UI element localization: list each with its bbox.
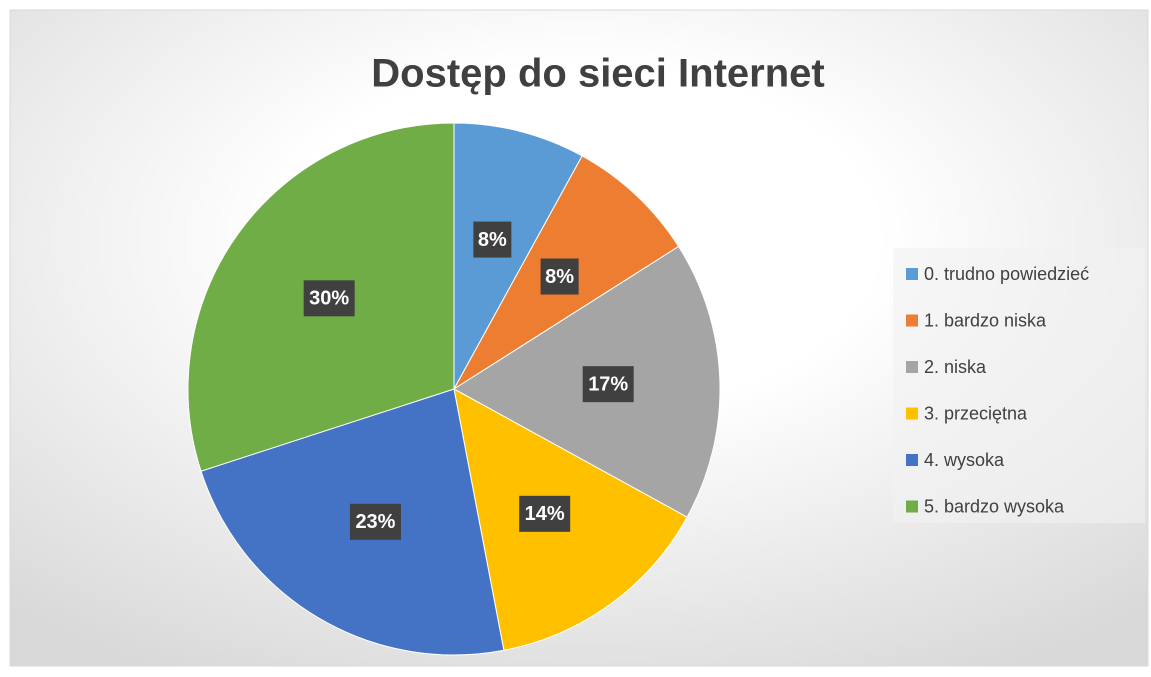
- data-label: 14%: [525, 503, 565, 525]
- pie-slice: [453, 122, 583, 390]
- legend-swatch: [906, 454, 918, 466]
- legend-swatch: [906, 500, 918, 513]
- data-label: 17%: [588, 373, 628, 395]
- legend-label: 1. bardzo niska: [924, 310, 1047, 330]
- data-label: 8%: [478, 229, 507, 251]
- data-label: 8%: [545, 266, 574, 288]
- data-label-box: [303, 280, 355, 317]
- legend-label: 2. niska: [924, 357, 987, 377]
- legend-swatch: [906, 268, 918, 280]
- legend-swatch: [906, 361, 918, 373]
- data-label: 23%: [355, 511, 395, 533]
- legend-label: 4. wysoka: [924, 450, 1005, 470]
- data-label-box: [473, 221, 512, 258]
- data-label-box: [540, 258, 579, 295]
- data-label: 30%: [309, 288, 349, 310]
- data-label-box: [582, 366, 634, 403]
- legend-swatch: [906, 314, 918, 327]
- pie-slice: [453, 388, 688, 651]
- data-label-box: [519, 495, 571, 532]
- legend-swatch: [906, 407, 918, 420]
- legend-label: 3. przeciętna: [924, 403, 1028, 423]
- data-label-box: [349, 503, 401, 540]
- legend-label: 0. trudno powiedzieć: [924, 264, 1089, 284]
- legend-label: 5. bardzo wysoka: [924, 496, 1065, 516]
- legend-box: [893, 248, 1145, 523]
- chart-title: Dostęp do sieci Internet: [371, 52, 824, 96]
